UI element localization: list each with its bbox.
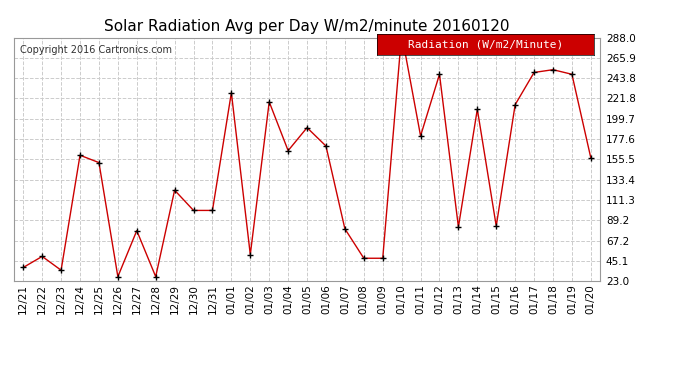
Title: Solar Radiation Avg per Day W/m2/minute 20160120: Solar Radiation Avg per Day W/m2/minute … (104, 18, 510, 33)
Text: Copyright 2016 Cartronics.com: Copyright 2016 Cartronics.com (19, 45, 172, 55)
